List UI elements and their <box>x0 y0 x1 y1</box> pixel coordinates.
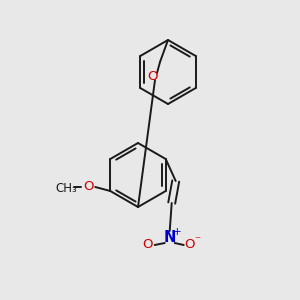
Text: O: O <box>83 181 94 194</box>
Text: O: O <box>184 238 195 251</box>
Text: CH₃: CH₃ <box>56 182 77 194</box>
Text: O: O <box>142 238 153 251</box>
Text: +: + <box>173 227 182 237</box>
Text: N: N <box>164 230 176 245</box>
Text: O: O <box>147 70 157 83</box>
Text: ⁻: ⁻ <box>195 235 201 248</box>
